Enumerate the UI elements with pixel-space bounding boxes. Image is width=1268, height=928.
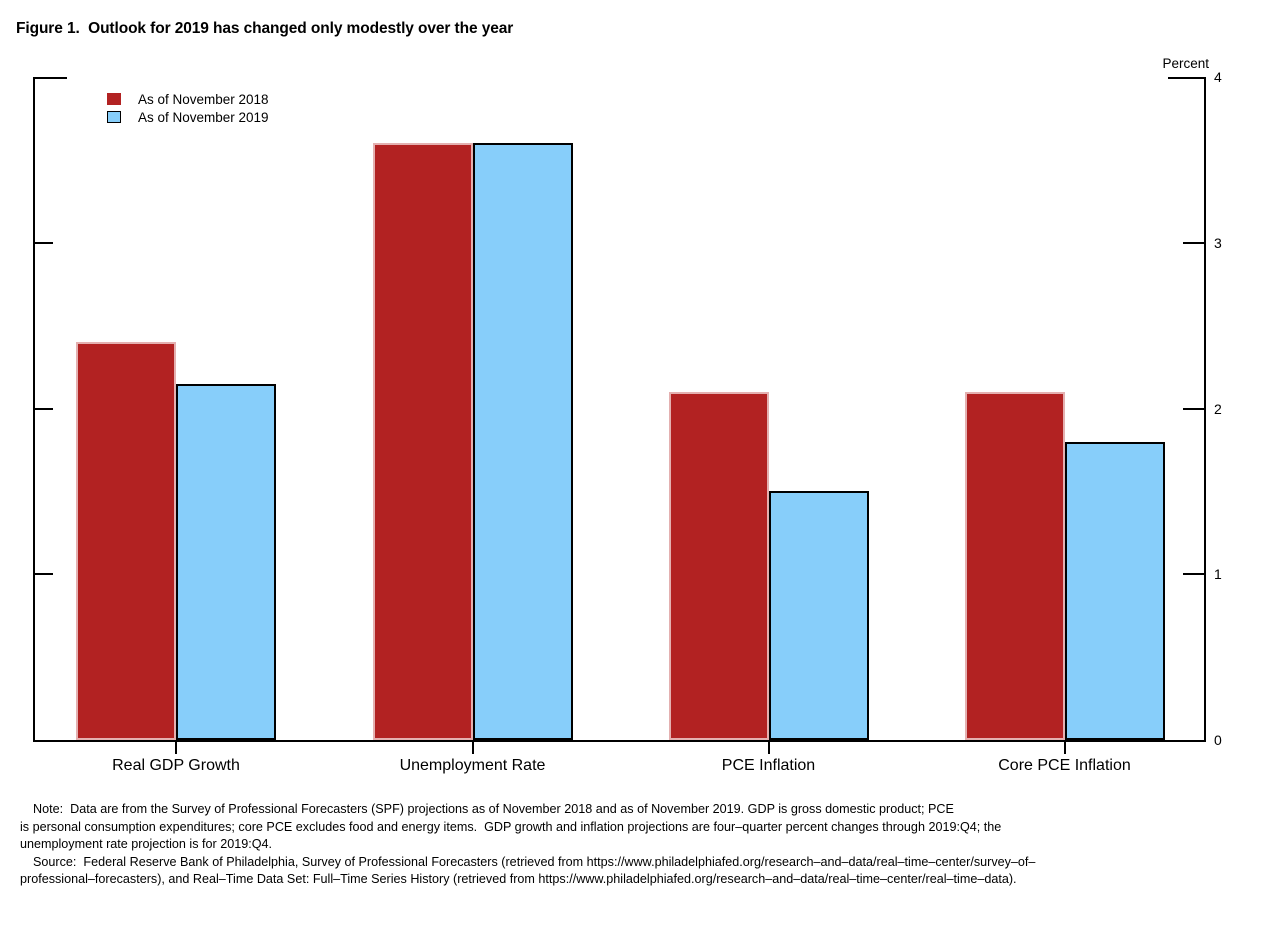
y-tick-right (1183, 407, 1206, 410)
x-tick (175, 740, 177, 754)
bar (176, 383, 276, 740)
x-tick (1063, 740, 1066, 754)
legend-swatch (107, 111, 121, 123)
chart-legend: As of November 2018 As of November 2019 (107, 92, 269, 128)
legend-label: As of November 2019 (138, 109, 269, 125)
bar (768, 491, 869, 740)
legend-item: As of November 2018 (107, 91, 269, 107)
bar-chart: As of November 2018 As of November 2019 0… (33, 69, 1222, 774)
y-tick-label: 1 (1214, 566, 1222, 583)
y-tick-label: 4 (1214, 69, 1222, 85)
bar (76, 342, 176, 740)
legend-label: As of November 2018 (138, 91, 269, 107)
bar (472, 143, 573, 740)
legend-swatch (107, 93, 121, 105)
legend-item: As of November 2019 (107, 109, 269, 125)
y-tick-left (33, 573, 53, 576)
y-axis-top-cap-right (1168, 77, 1206, 79)
note-line: unemployment rate projection is for 2019… (20, 837, 273, 851)
category-label: Core PCE Inflation (998, 757, 1131, 774)
y-tick-label: 0 (1214, 732, 1222, 748)
category-label: Unemployment Rate (399, 757, 546, 774)
y-tick-label: 2 (1214, 400, 1222, 417)
y-tick-left (33, 241, 53, 244)
note-block: Note: Data are from the Survey of Profes… (20, 801, 1035, 889)
bar (372, 143, 473, 740)
x-axis (33, 740, 1206, 742)
source-line: professional–forecasters), and Real–Time… (20, 872, 1017, 886)
category-label: PCE Inflation (721, 757, 816, 774)
y-axis-unit-label: Percent (1162, 56, 1209, 71)
y-axis-left (33, 77, 35, 742)
note-line: is personal consumption expenditures; co… (20, 819, 1002, 834)
bar (964, 391, 1065, 740)
bar (1064, 441, 1165, 740)
figure-title: Figure 1. Outlook for 2019 has changed o… (16, 20, 514, 37)
y-tick-label: 3 (1214, 234, 1222, 251)
y-tick-right (1183, 241, 1206, 244)
source-line: Source: Federal Reserve Bank of Philadel… (33, 854, 1036, 869)
note-line: Note: Data are from the Survey of Profes… (33, 802, 954, 816)
y-tick-left (33, 407, 53, 410)
y-axis-right (1204, 77, 1206, 742)
y-tick-right (1183, 573, 1206, 576)
x-tick (767, 740, 770, 754)
y-axis-top-cap-left (33, 77, 67, 79)
category-label: Real GDP Growth (112, 757, 240, 774)
bar (668, 391, 769, 740)
x-tick (471, 740, 474, 754)
